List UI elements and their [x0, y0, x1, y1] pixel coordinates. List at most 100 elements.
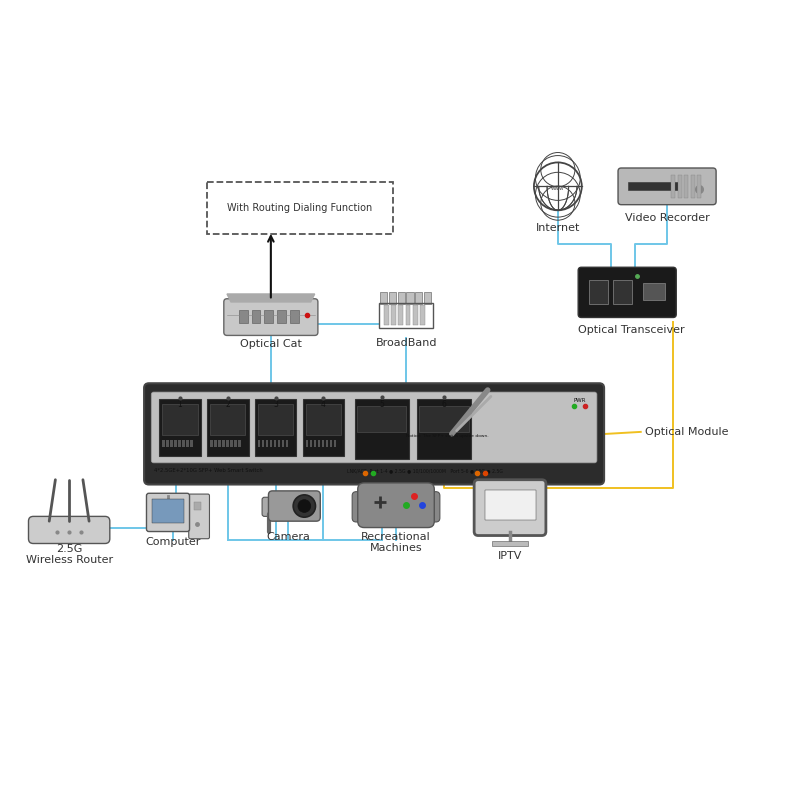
Bar — [671, 175, 675, 198]
FancyBboxPatch shape — [144, 383, 604, 485]
Bar — [190, 440, 193, 446]
Bar — [162, 404, 198, 435]
Text: Internet: Internet — [536, 223, 580, 233]
Bar — [306, 404, 341, 435]
Bar — [334, 440, 336, 446]
FancyBboxPatch shape — [224, 298, 318, 335]
Circle shape — [293, 495, 315, 517]
Text: BroadBand: BroadBand — [376, 338, 437, 348]
Text: Camera: Camera — [266, 531, 310, 542]
Bar — [690, 175, 694, 198]
FancyBboxPatch shape — [418, 492, 440, 522]
Bar — [420, 305, 425, 325]
Text: Video Recorder: Video Recorder — [625, 214, 710, 223]
Bar — [207, 399, 249, 456]
FancyBboxPatch shape — [151, 392, 597, 463]
Bar — [417, 399, 471, 459]
Bar — [406, 305, 410, 325]
Bar — [354, 399, 409, 459]
FancyBboxPatch shape — [590, 280, 609, 303]
Bar — [310, 440, 312, 446]
Bar — [255, 399, 296, 456]
FancyBboxPatch shape — [474, 480, 546, 535]
Bar — [278, 310, 286, 322]
Bar — [684, 175, 688, 198]
Bar — [210, 440, 213, 446]
Bar — [178, 440, 181, 446]
Bar — [210, 404, 246, 435]
Bar — [384, 305, 389, 325]
FancyBboxPatch shape — [614, 280, 632, 303]
Bar — [278, 440, 281, 446]
Bar — [357, 406, 406, 433]
Bar — [152, 499, 184, 522]
Bar — [302, 399, 344, 456]
Bar — [398, 305, 403, 325]
Text: 4: 4 — [321, 400, 326, 409]
Text: 3: 3 — [273, 400, 278, 409]
FancyBboxPatch shape — [189, 494, 210, 538]
Bar — [389, 292, 396, 303]
Bar — [239, 310, 248, 322]
Bar — [258, 440, 261, 446]
Circle shape — [298, 500, 310, 513]
Text: Notice: The SFP+ slot is upside down.: Notice: The SFP+ slot is upside down. — [406, 434, 488, 438]
Bar — [182, 440, 185, 446]
Bar — [234, 440, 237, 446]
FancyBboxPatch shape — [578, 267, 676, 318]
Bar — [485, 490, 535, 520]
Text: Computer: Computer — [145, 537, 201, 547]
Bar — [162, 440, 165, 446]
Bar — [286, 440, 288, 446]
Bar — [419, 406, 469, 433]
Bar — [158, 509, 178, 514]
Bar — [258, 404, 293, 435]
FancyBboxPatch shape — [352, 492, 374, 522]
Bar — [493, 541, 527, 546]
Bar — [290, 310, 298, 322]
Bar — [230, 440, 233, 446]
Bar — [282, 440, 285, 446]
Bar — [413, 305, 418, 325]
Text: Optical Cat: Optical Cat — [240, 338, 302, 349]
Bar — [391, 305, 396, 325]
Text: 2.5G
Wireless Router: 2.5G Wireless Router — [26, 543, 113, 565]
Bar — [238, 440, 241, 446]
Text: Optical Transceiver: Optical Transceiver — [578, 326, 685, 335]
Text: www: www — [551, 186, 565, 191]
Bar — [697, 175, 701, 198]
Bar — [415, 292, 422, 303]
Text: 6: 6 — [442, 400, 446, 409]
Text: IPTV: IPTV — [498, 551, 522, 562]
Text: 2: 2 — [226, 400, 230, 409]
Bar — [326, 440, 328, 446]
Bar — [318, 440, 320, 446]
Bar — [266, 440, 269, 446]
Bar — [330, 440, 332, 446]
FancyBboxPatch shape — [29, 516, 110, 543]
Text: Recreational
Machines: Recreational Machines — [361, 531, 431, 553]
Polygon shape — [227, 294, 314, 302]
Bar — [170, 440, 173, 446]
Text: PWR: PWR — [573, 398, 586, 402]
Bar — [218, 440, 221, 446]
Bar — [398, 292, 405, 303]
Bar — [274, 440, 277, 446]
Bar — [166, 440, 169, 446]
Bar — [642, 283, 665, 300]
Bar — [314, 440, 316, 446]
Text: 5: 5 — [379, 400, 384, 409]
Bar — [628, 182, 678, 190]
Bar — [265, 310, 274, 322]
Bar — [174, 440, 177, 446]
Text: LNK/ACT  Port 1-4 ● 2.5G ● 10/100/1000M   Port 5-6 ● 10G ● 2.5G: LNK/ACT Port 1-4 ● 2.5G ● 10/100/1000M P… — [347, 468, 503, 474]
Bar — [159, 399, 201, 456]
Bar — [270, 440, 273, 446]
FancyBboxPatch shape — [146, 494, 190, 531]
Bar — [226, 440, 229, 446]
Bar — [322, 440, 324, 446]
Bar — [186, 440, 189, 446]
Bar — [214, 440, 217, 446]
FancyBboxPatch shape — [358, 483, 434, 527]
Bar — [380, 292, 387, 303]
